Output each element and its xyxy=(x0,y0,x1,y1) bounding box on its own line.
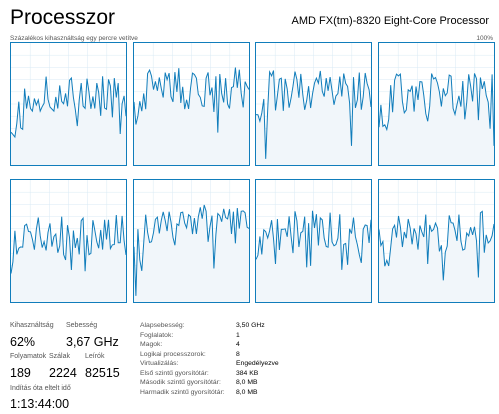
core-graph-svg xyxy=(133,43,249,165)
info-key: Logikai processzorok: xyxy=(140,350,206,358)
graph-max-label: 100% xyxy=(476,35,493,42)
core-graph xyxy=(378,179,496,303)
usage-line xyxy=(133,67,249,133)
info-key: Harmadik szintű gyorsítótár: xyxy=(140,388,225,396)
core-graph xyxy=(132,179,250,303)
usage-line xyxy=(256,69,372,159)
info-key: Magok: xyxy=(140,341,163,348)
usage-line xyxy=(379,210,495,281)
core-graph-svg xyxy=(379,43,495,165)
info-key: Alapsebesség: xyxy=(140,322,185,329)
processes-value: 189 xyxy=(10,366,31,380)
info-key: Virtualizálás: xyxy=(140,360,179,367)
uptime-label: Indítás óta eltelt idő xyxy=(10,385,71,392)
info-value: 8,0 MB xyxy=(236,388,258,396)
uptime-value: 1:13:44:00 xyxy=(10,397,70,411)
info-value: 3,50 GHz xyxy=(236,322,265,329)
usage-line xyxy=(256,210,372,270)
info-value: 8 xyxy=(236,350,240,358)
speed-label: Sebesség xyxy=(66,322,98,329)
core-graph-svg xyxy=(256,180,372,302)
handles-label: Leírók xyxy=(85,353,105,360)
speed-value: 3,67 GHz xyxy=(66,335,119,349)
core-graph xyxy=(10,42,127,166)
info-value: 384 KB xyxy=(236,369,259,377)
usage-area xyxy=(133,67,249,165)
threads-value: 2224 xyxy=(49,366,77,380)
core-graph xyxy=(378,42,496,166)
usage-area xyxy=(11,76,126,165)
usage-line xyxy=(133,204,249,296)
core-graph-svg xyxy=(379,180,495,302)
info-key: Első szintű gyorsítótár: xyxy=(140,369,209,377)
info-value: 1 xyxy=(236,331,240,339)
core-graph xyxy=(255,42,373,166)
usage-area xyxy=(379,211,495,302)
core-graph-grid xyxy=(10,42,496,303)
core-graph-svg xyxy=(133,180,249,302)
usage-line xyxy=(379,73,495,146)
core-graph xyxy=(10,179,127,303)
utilization-value: 62% xyxy=(10,335,36,349)
utilization-label: Kihasználtság xyxy=(10,322,54,329)
page-title: Processzor xyxy=(10,6,116,29)
usage-line xyxy=(11,76,126,139)
info-key: Foglalatok: xyxy=(140,331,174,339)
core-graph-svg xyxy=(11,180,126,302)
usage-area xyxy=(256,210,372,302)
core-graph-svg xyxy=(11,43,126,165)
handles-value: 82515 xyxy=(85,366,120,380)
threads-label: Szálak xyxy=(49,353,71,360)
usage-area xyxy=(133,205,249,302)
usage-area xyxy=(11,215,126,302)
info-value: 4 xyxy=(236,341,240,348)
core-graph xyxy=(255,179,373,303)
processes-label: Folyamatok xyxy=(10,353,47,360)
core-graph-svg xyxy=(256,43,372,165)
usage-line xyxy=(11,214,126,274)
info-key: Második szintű gyorsítótár: xyxy=(140,379,221,386)
core-graph xyxy=(132,42,250,166)
cpu-name: AMD FX(tm)-8320 Eight-Core Processor xyxy=(291,15,489,27)
info-value: 8,0 MB xyxy=(236,379,258,386)
graph-caption: Százalékos kihasználtság egy percre vetí… xyxy=(10,35,138,42)
info-value: Engedélyezve xyxy=(236,360,279,367)
